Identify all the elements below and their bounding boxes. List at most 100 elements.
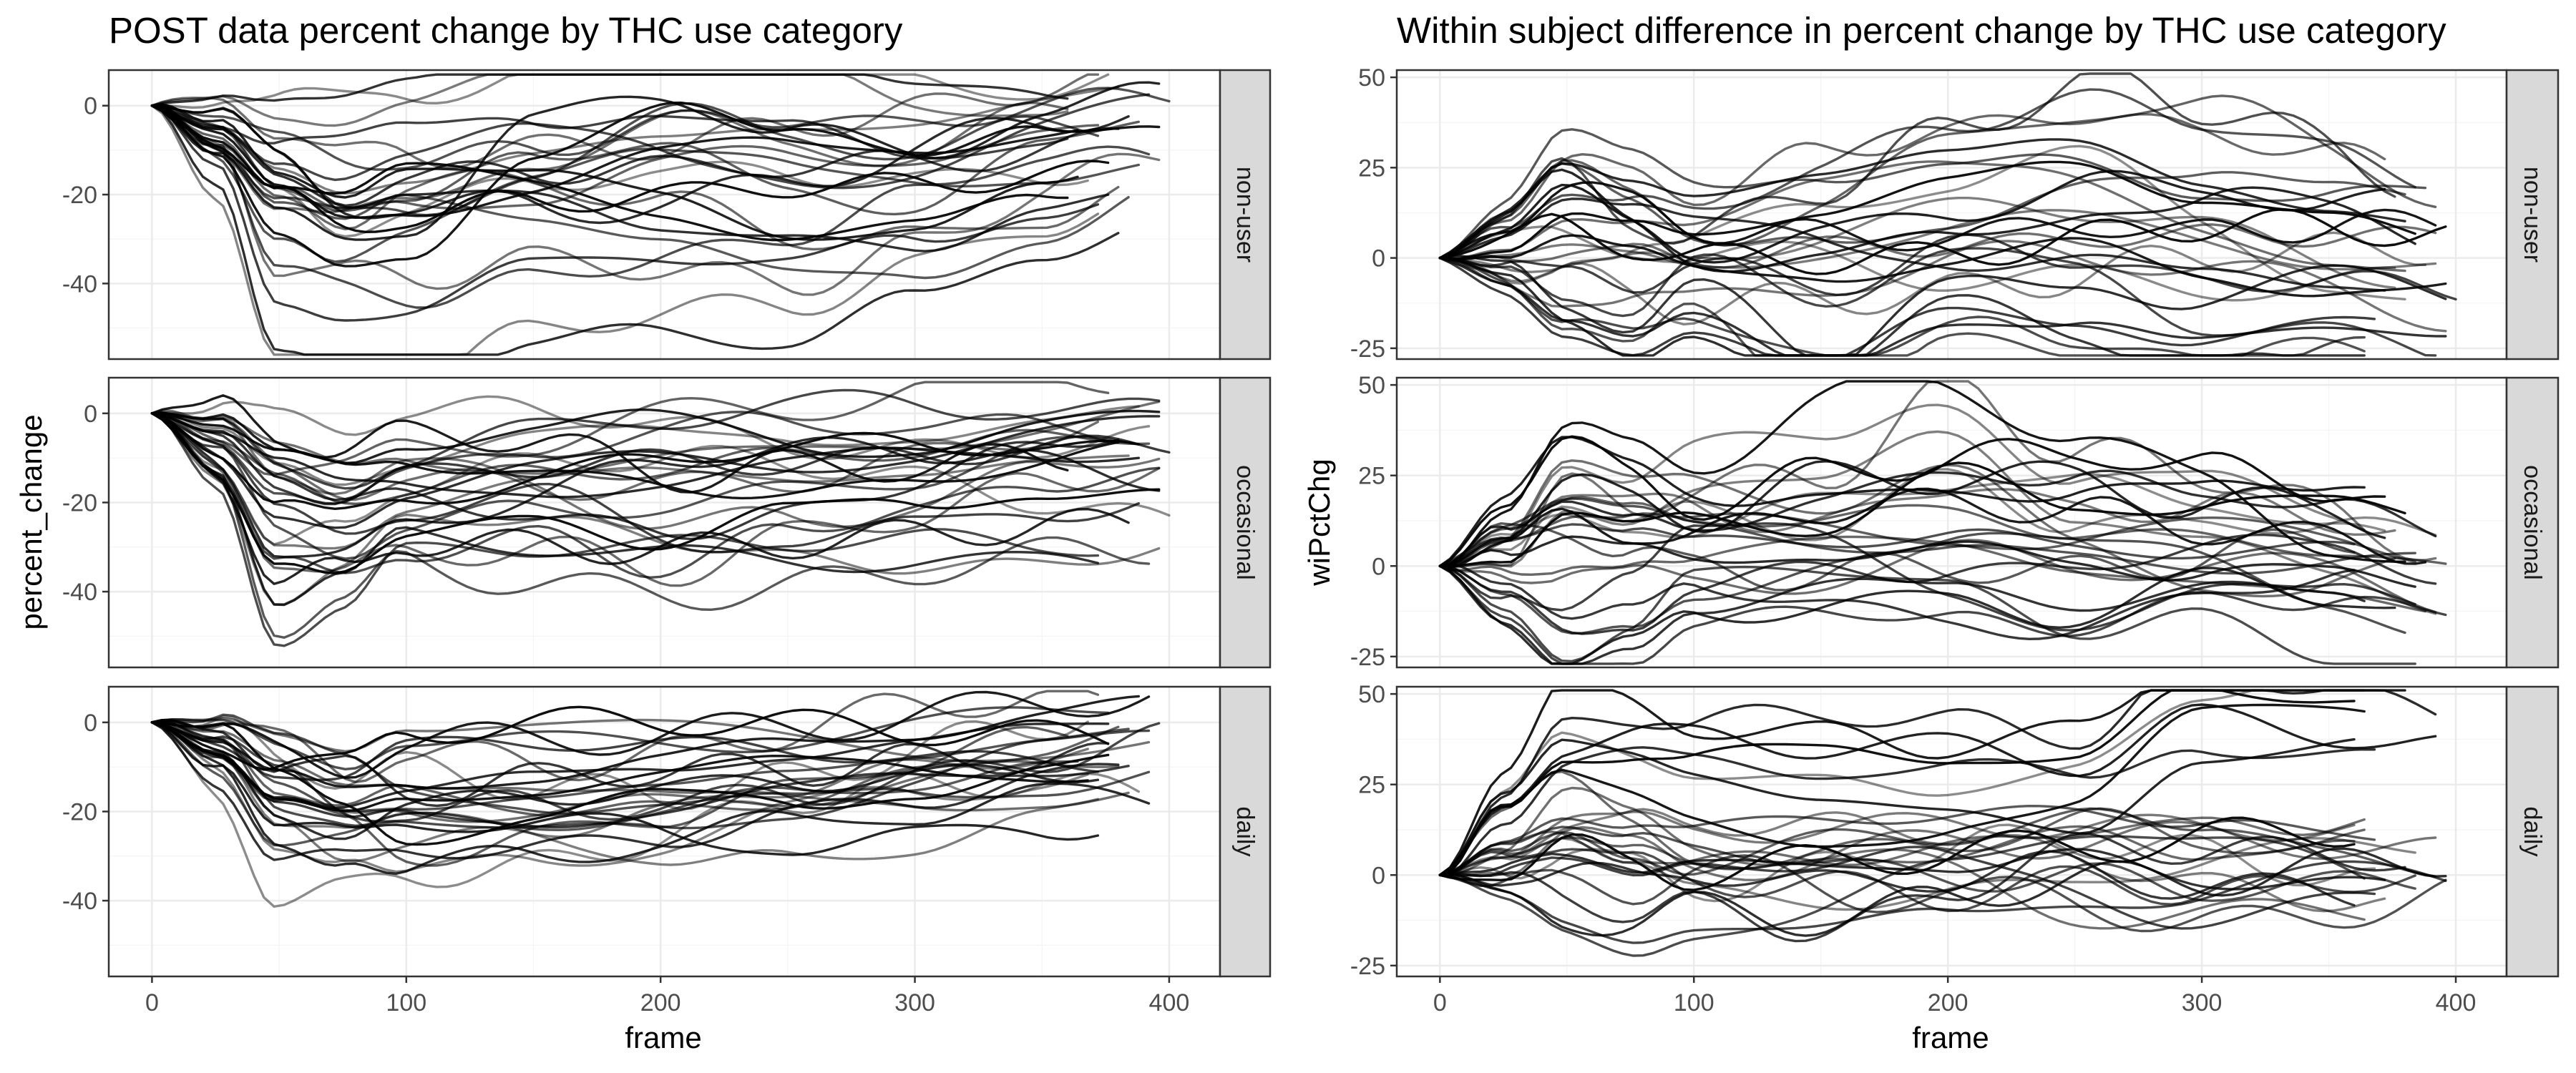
series-line bbox=[1438, 564, 2447, 665]
series-line bbox=[1438, 461, 2406, 568]
series-line bbox=[150, 412, 1100, 501]
series-line bbox=[1438, 256, 2447, 357]
y-tick-label: 0 bbox=[1372, 553, 1385, 580]
y-tick-label: -40 bbox=[62, 888, 97, 915]
series-line bbox=[1438, 128, 2427, 260]
x-tick-label: 200 bbox=[640, 989, 681, 1016]
series-line bbox=[1438, 256, 2366, 357]
x-tick-label: 100 bbox=[1674, 989, 1714, 1016]
series-line bbox=[150, 713, 1151, 815]
x-tick-label: 200 bbox=[1928, 989, 1968, 1016]
series-line bbox=[150, 395, 1151, 461]
series-line bbox=[1438, 170, 2386, 264]
facet-panel-daily: -40 -20 0 daily 0 100 200 300 400 bbox=[62, 685, 1272, 1016]
y-tick-label: -25 bbox=[1350, 953, 1385, 980]
series-line bbox=[1438, 522, 2416, 632]
series-lines bbox=[150, 73, 1171, 356]
series-line bbox=[150, 721, 1100, 781]
series-line bbox=[150, 721, 1161, 823]
series-line bbox=[150, 411, 1110, 506]
y-tick-label: 0 bbox=[84, 710, 97, 737]
series-line bbox=[150, 409, 1161, 530]
x-tick-label: 0 bbox=[1433, 989, 1447, 1016]
series-line bbox=[1438, 810, 2356, 876]
series-line bbox=[1438, 473, 2386, 567]
x-tick-label: 300 bbox=[894, 989, 935, 1016]
y-tick-label: 50 bbox=[1358, 681, 1385, 708]
chart-percent-change: POST data percent change by THC use cate… bbox=[14, 10, 1272, 1054]
series-line bbox=[150, 87, 1171, 171]
facet-panel-non-user: -40 -20 0 non-user bbox=[62, 69, 1272, 361]
facet-strip bbox=[1219, 69, 1272, 361]
series-line bbox=[150, 104, 1151, 309]
series-line bbox=[150, 412, 1130, 550]
y-axis-title-percent-change: percent_change bbox=[14, 414, 48, 629]
x-tick-label: 100 bbox=[386, 989, 426, 1016]
series-lines bbox=[1438, 72, 2457, 357]
series-lines bbox=[1438, 689, 2447, 957]
series-line bbox=[150, 104, 1120, 356]
facet-strip bbox=[2505, 685, 2560, 978]
facet-strip-label: non-user bbox=[1231, 167, 1259, 263]
y-tick-label: -20 bbox=[62, 182, 97, 209]
series-line bbox=[150, 104, 1069, 160]
series-line bbox=[1438, 703, 2437, 876]
y-tick-label: -40 bbox=[62, 270, 97, 298]
series-line bbox=[150, 101, 1161, 268]
series-line bbox=[1438, 808, 2386, 913]
series-line bbox=[150, 412, 1161, 606]
series-line bbox=[150, 104, 1161, 296]
y-tick-label: 50 bbox=[1358, 64, 1385, 92]
series-line bbox=[1438, 689, 2366, 876]
series-line bbox=[150, 412, 1120, 541]
panel-background bbox=[1397, 378, 2507, 667]
facet-strip bbox=[1219, 685, 1272, 978]
series-line bbox=[1438, 539, 2437, 614]
series-line bbox=[1438, 88, 2416, 260]
y-tick-label: 25 bbox=[1358, 463, 1385, 490]
series-line bbox=[150, 103, 1079, 241]
facet-strip bbox=[1219, 376, 1272, 669]
series-line bbox=[1438, 832, 2406, 943]
series-line bbox=[150, 104, 1100, 322]
series-line bbox=[150, 412, 1161, 529]
series-line bbox=[1438, 160, 2406, 273]
series-line bbox=[150, 104, 1120, 251]
series-line bbox=[1438, 138, 2406, 260]
facet-strip-label: occasional bbox=[2519, 465, 2546, 580]
facet-strip bbox=[2505, 376, 2560, 669]
series-line bbox=[1438, 113, 2386, 260]
series-lines bbox=[150, 690, 1161, 908]
y-tick-label: -40 bbox=[62, 579, 97, 606]
series-line bbox=[150, 93, 1151, 190]
series-line bbox=[1438, 469, 2437, 567]
y-tick-label: 0 bbox=[1372, 862, 1385, 889]
series-line bbox=[150, 412, 1140, 499]
x-tick-label: 300 bbox=[2182, 989, 2223, 1016]
series-line bbox=[1438, 168, 2416, 273]
series-line bbox=[1438, 807, 2356, 876]
series-line bbox=[1438, 430, 2437, 615]
series-line bbox=[1438, 848, 2416, 913]
series-line bbox=[1438, 523, 2356, 567]
series-line bbox=[150, 690, 1100, 783]
series-line bbox=[1438, 240, 2447, 333]
series-line bbox=[1438, 522, 2356, 592]
series-line bbox=[150, 412, 1100, 647]
series-line bbox=[150, 705, 1110, 771]
series-line bbox=[150, 81, 1161, 241]
facet-panel-daily: -25 0 25 50 daily 0 100 200 300 400 bbox=[1350, 681, 2560, 1016]
series-line bbox=[150, 408, 1161, 465]
series-line bbox=[150, 412, 1161, 579]
y-tick-label: 25 bbox=[1358, 155, 1385, 182]
series-line bbox=[150, 412, 1130, 585]
series-line bbox=[1438, 854, 2447, 933]
series-line bbox=[1438, 825, 2416, 902]
series-line bbox=[1438, 689, 2437, 876]
facet-strip-label: daily bbox=[2519, 807, 2546, 857]
facet-strip-label: non-user bbox=[2519, 167, 2546, 263]
series-line bbox=[150, 719, 1151, 830]
series-line bbox=[1438, 860, 2447, 944]
series-lines bbox=[1438, 380, 2447, 665]
